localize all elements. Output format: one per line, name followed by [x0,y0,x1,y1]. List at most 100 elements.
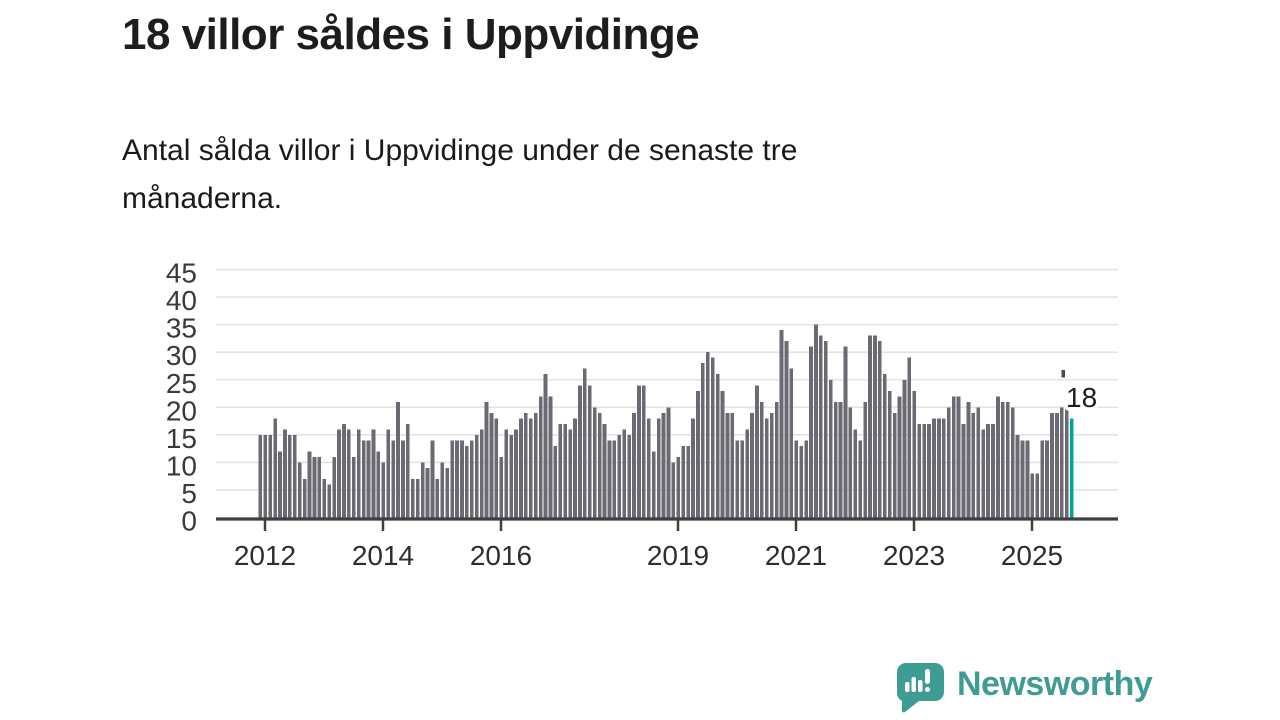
bar [450,440,454,518]
bar [1025,440,1030,518]
bar [720,390,725,518]
bar [715,374,720,518]
bar [406,423,410,518]
bar [991,423,995,518]
bar [263,434,268,518]
bar [917,423,922,518]
bar [499,456,504,518]
bar [332,456,336,518]
y-tick-label: 45 [166,258,197,289]
bar [430,440,435,518]
bar [425,467,430,518]
bar [519,418,523,518]
bar [691,418,695,518]
bar [671,462,676,518]
bar [317,456,322,518]
bar [848,407,853,518]
bar [843,346,848,518]
chart-subtitle: Antal sålda villor i Uppvidinge under de… [122,127,1062,223]
newsworthy-speech-bubble-chart-icon [897,663,944,713]
bar [460,440,464,518]
bar [465,445,469,518]
bar [1020,440,1025,518]
bar [941,418,946,518]
bar [356,429,361,518]
bar [656,418,661,518]
bar [563,423,568,518]
bar [814,324,818,518]
bar [302,478,307,518]
bar [981,429,985,518]
bar [819,335,823,518]
bar [494,418,499,518]
bar [927,423,931,518]
bar [283,429,287,518]
bar [376,451,381,518]
bar [902,379,907,518]
bar [327,484,332,518]
x-tick-label: 2016 [470,540,532,571]
bar [828,379,833,518]
bar [297,462,302,518]
bar [479,429,484,518]
y-tick-label: 30 [166,340,197,371]
page-title: 18 villor såldes i Uppvidinge [122,10,700,59]
bar [351,456,356,518]
bar [932,418,936,518]
bar [730,412,735,518]
bar [710,357,715,518]
bar [292,434,297,518]
subtitle-line-2: månaderna. [122,182,283,215]
bar [863,401,867,518]
bar [597,412,602,518]
bar [435,478,440,518]
bar [789,368,794,518]
bar [769,412,774,518]
bar [627,434,631,518]
y-tick-label: 10 [166,450,197,481]
bar [1030,473,1035,518]
bar [701,363,705,518]
bar [632,412,636,518]
bar [347,429,351,518]
bar [578,385,582,518]
bar [779,330,784,518]
y-tick-label: 20 [166,395,197,426]
bar [740,440,745,518]
gridlines [216,268,1118,491]
bar [912,390,917,518]
bar [784,341,789,518]
bar [646,418,651,518]
bar [853,429,858,518]
bar [509,434,513,518]
bar [607,440,612,518]
highlighted-bar [1069,418,1074,518]
bar [937,418,941,518]
bar [528,418,533,518]
bar [381,462,386,518]
bar [922,423,926,518]
bar [907,357,912,518]
annotation-label: 18 [1066,382,1097,413]
bar [735,440,740,518]
bar [583,368,587,518]
bar [750,412,754,518]
bar [489,412,494,518]
x-tick-label: 2025 [1001,540,1063,571]
y-tick-label: 5 [181,478,197,509]
bar [622,429,627,518]
bar [1055,412,1059,518]
y-tick-label: 15 [166,423,197,454]
bar [602,423,607,518]
bar [504,429,509,518]
x-tick-label: 2012 [234,540,296,571]
bar [745,429,749,518]
bar [755,385,759,518]
bar [882,374,887,518]
bar [273,418,277,518]
bar [774,401,779,518]
bar [986,423,990,518]
bar [676,456,681,518]
